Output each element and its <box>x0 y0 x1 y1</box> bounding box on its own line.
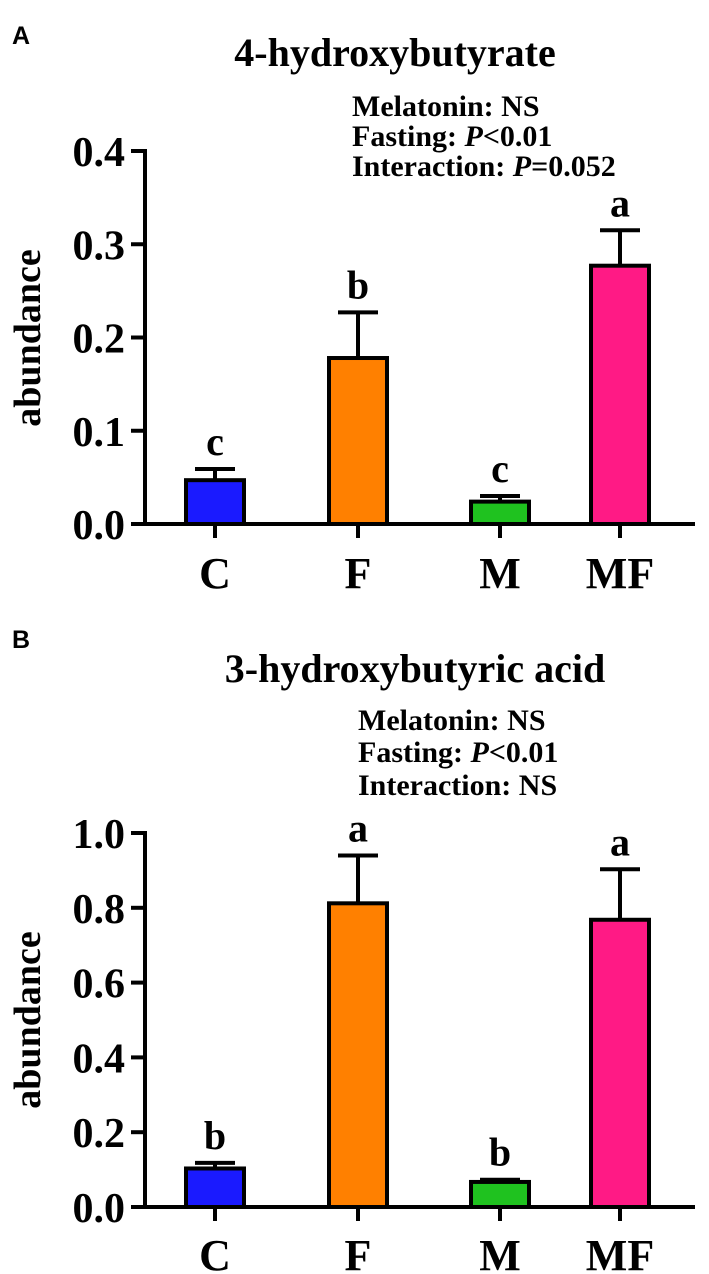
y-tick-label: 0.1 <box>73 410 126 456</box>
significance-letter: a <box>348 805 368 850</box>
chart-title: 3-hydroxybutyric acid <box>225 646 605 691</box>
bar-c <box>184 1166 246 1210</box>
significance-letter: a <box>610 819 630 864</box>
bar-mf <box>589 263 651 526</box>
bar-m <box>469 499 531 526</box>
stat-line: Melatonin: NS <box>358 704 546 737</box>
stat-line: Fasting: P<0.01 <box>358 736 558 769</box>
y-tick-label: 0.4 <box>73 1036 126 1082</box>
bar-c <box>184 478 246 526</box>
y-tick-label: 0.0 <box>73 503 126 549</box>
panel-letter: A <box>12 22 30 50</box>
stat-line: Melatonin: NS <box>352 90 540 123</box>
panel-b: B 3-hydroxybutyric acid Melatonin: NSFasti… <box>7 626 695 1274</box>
category-label: C <box>199 1231 231 1274</box>
significance-letter: a <box>610 180 630 225</box>
y-tick-label: 0.0 <box>73 1186 126 1232</box>
y-axis-label: abundance <box>7 249 49 426</box>
category-label: F <box>345 1231 372 1274</box>
bar-f <box>327 901 389 1209</box>
y-axis-label: abundance <box>7 931 49 1108</box>
y-tick-label: 0.4 <box>73 130 126 176</box>
panel-a: A 4-hydroxybutyrate Melatonin: NSFasting: … <box>7 22 695 598</box>
category-label: M <box>479 1231 521 1274</box>
y-tick-label: 0.2 <box>73 317 126 363</box>
bar-m <box>469 1179 531 1210</box>
category-label: C <box>199 549 231 598</box>
stat-line: Interaction: NS <box>358 769 557 802</box>
category-label: F <box>345 549 372 598</box>
y-tick-label: 0.6 <box>73 962 126 1008</box>
significance-letter: b <box>489 1130 511 1175</box>
y-tick-label: 0.8 <box>73 887 126 933</box>
significance-letter: b <box>204 1113 226 1158</box>
y-tick-label: 0.3 <box>73 223 126 269</box>
significance-letter: c <box>491 446 509 491</box>
category-label: MF <box>586 1231 654 1274</box>
significance-letter: c <box>206 419 224 464</box>
significance-letter: b <box>347 262 369 307</box>
category-label: M <box>479 549 521 598</box>
bar-mf <box>589 917 651 1209</box>
y-tick-label: 1.0 <box>73 812 126 858</box>
bar-f <box>327 356 389 527</box>
panel-letter: B <box>12 626 30 654</box>
category-label: MF <box>586 549 654 598</box>
stat-line: Interaction: P=0.052 <box>352 150 616 183</box>
stat-line: Fasting: P<0.01 <box>352 120 552 153</box>
y-tick-label: 0.2 <box>73 1111 126 1157</box>
chart-title: 4-hydroxybutyrate <box>234 30 555 75</box>
